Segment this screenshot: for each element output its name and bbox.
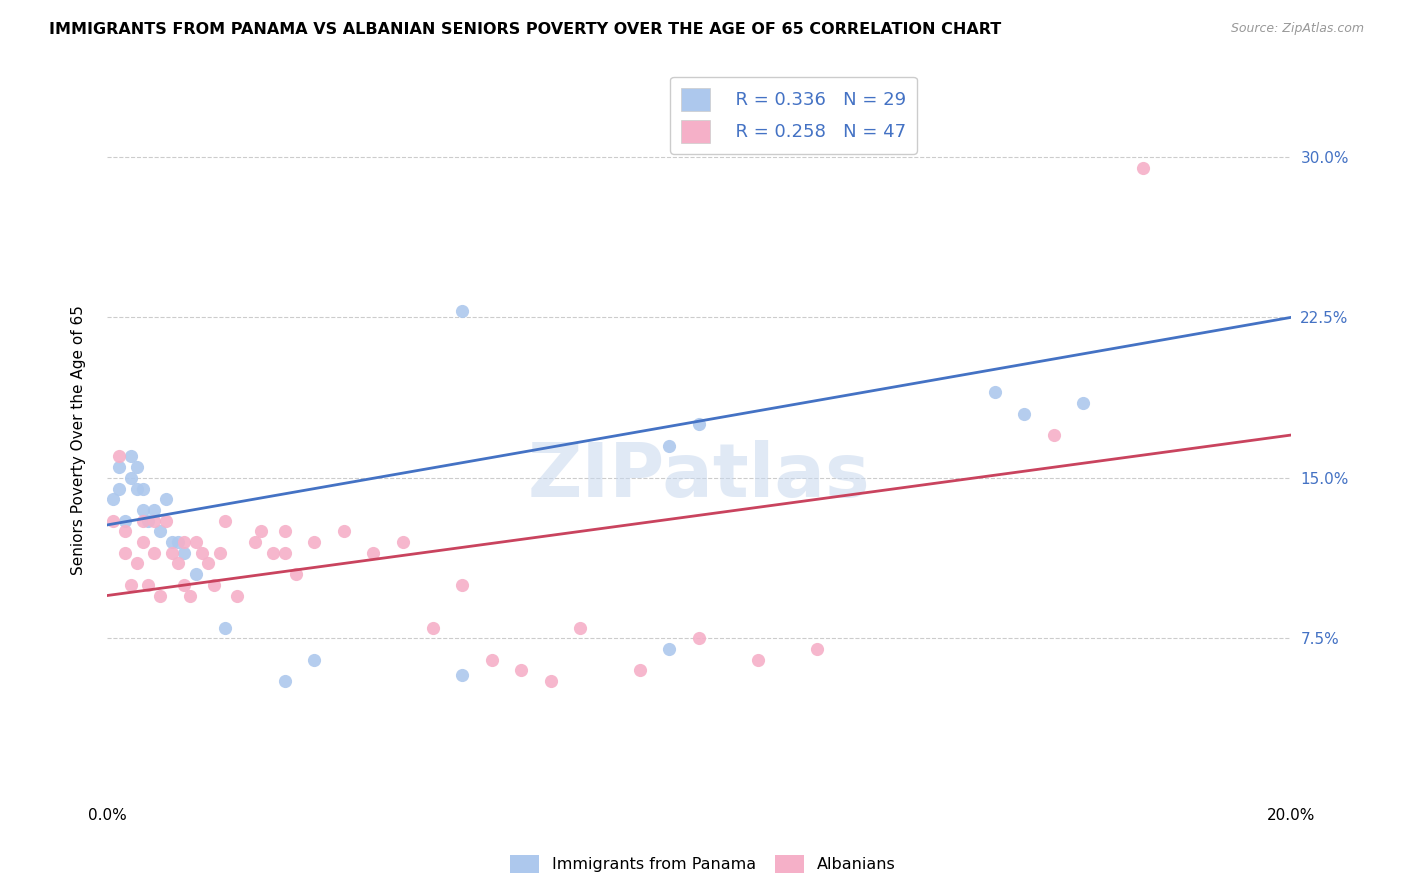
Point	[160, 546, 183, 560]
Point	[1014, 407, 1036, 421]
Point	[167, 535, 190, 549]
Point	[143, 546, 166, 560]
Point	[983, 385, 1005, 400]
Point	[806, 642, 828, 657]
Point	[422, 621, 444, 635]
Point	[273, 674, 295, 689]
Point	[226, 589, 249, 603]
Point	[190, 546, 212, 560]
Point	[658, 439, 681, 453]
Point	[108, 450, 131, 464]
Legend:   R = 0.336   N = 29,   R = 0.258   N = 47: R = 0.336 N = 29, R = 0.258 N = 47	[669, 77, 917, 154]
Point	[688, 632, 710, 646]
Point	[250, 524, 273, 539]
Point	[540, 674, 562, 689]
Point	[285, 567, 308, 582]
Point	[184, 535, 207, 549]
Point	[101, 492, 124, 507]
Point	[173, 546, 195, 560]
Point	[149, 589, 172, 603]
Point	[1073, 396, 1095, 410]
Point	[214, 514, 236, 528]
Point	[243, 535, 266, 549]
Point	[179, 589, 201, 603]
Point	[114, 546, 136, 560]
Point	[131, 535, 153, 549]
Point	[131, 503, 153, 517]
Point	[273, 524, 295, 539]
Point	[302, 535, 325, 549]
Point	[208, 546, 231, 560]
Point	[143, 503, 166, 517]
Point	[114, 524, 136, 539]
Legend: Immigrants from Panama, Albanians: Immigrants from Panama, Albanians	[505, 848, 901, 880]
Point	[628, 664, 651, 678]
Point	[173, 578, 195, 592]
Point	[184, 567, 207, 582]
Point	[125, 482, 148, 496]
Point	[143, 514, 166, 528]
Point	[125, 557, 148, 571]
Point	[451, 304, 474, 318]
Point	[262, 546, 284, 560]
Point	[202, 578, 225, 592]
Point	[155, 492, 177, 507]
Point	[688, 417, 710, 432]
Point	[363, 546, 385, 560]
Point	[114, 514, 136, 528]
Point	[1043, 428, 1066, 442]
Point	[510, 664, 533, 678]
Point	[451, 578, 474, 592]
Text: ZIPatlas: ZIPatlas	[527, 440, 870, 513]
Point	[481, 653, 503, 667]
Point	[138, 578, 160, 592]
Point	[131, 514, 153, 528]
Point	[108, 482, 131, 496]
Point	[658, 642, 681, 657]
Point	[108, 460, 131, 475]
Point	[451, 667, 474, 681]
Point	[214, 621, 236, 635]
Point	[392, 535, 415, 549]
Point	[273, 546, 295, 560]
Point	[747, 653, 769, 667]
Point	[138, 514, 160, 528]
Y-axis label: Seniors Poverty Over the Age of 65: Seniors Poverty Over the Age of 65	[72, 306, 86, 575]
Point	[302, 653, 325, 667]
Point	[569, 621, 592, 635]
Point	[1132, 161, 1154, 175]
Point	[167, 557, 190, 571]
Point	[120, 578, 142, 592]
Point	[131, 482, 153, 496]
Point	[197, 557, 219, 571]
Point	[120, 450, 142, 464]
Point	[101, 514, 124, 528]
Point	[120, 471, 142, 485]
Text: IMMIGRANTS FROM PANAMA VS ALBANIAN SENIORS POVERTY OVER THE AGE OF 65 CORRELATIO: IMMIGRANTS FROM PANAMA VS ALBANIAN SENIO…	[49, 22, 1001, 37]
Point	[155, 514, 177, 528]
Point	[149, 524, 172, 539]
Point	[173, 535, 195, 549]
Point	[160, 535, 183, 549]
Point	[125, 460, 148, 475]
Point	[333, 524, 356, 539]
Text: Source: ZipAtlas.com: Source: ZipAtlas.com	[1230, 22, 1364, 36]
